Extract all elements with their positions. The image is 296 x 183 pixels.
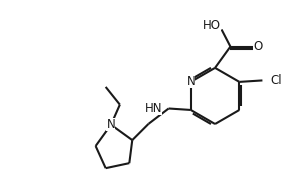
- Text: Cl: Cl: [271, 74, 282, 87]
- Text: HN: HN: [145, 102, 162, 115]
- Text: N: N: [107, 118, 115, 131]
- Text: O: O: [253, 40, 262, 53]
- Text: N: N: [186, 75, 195, 88]
- Text: HO: HO: [203, 18, 221, 31]
